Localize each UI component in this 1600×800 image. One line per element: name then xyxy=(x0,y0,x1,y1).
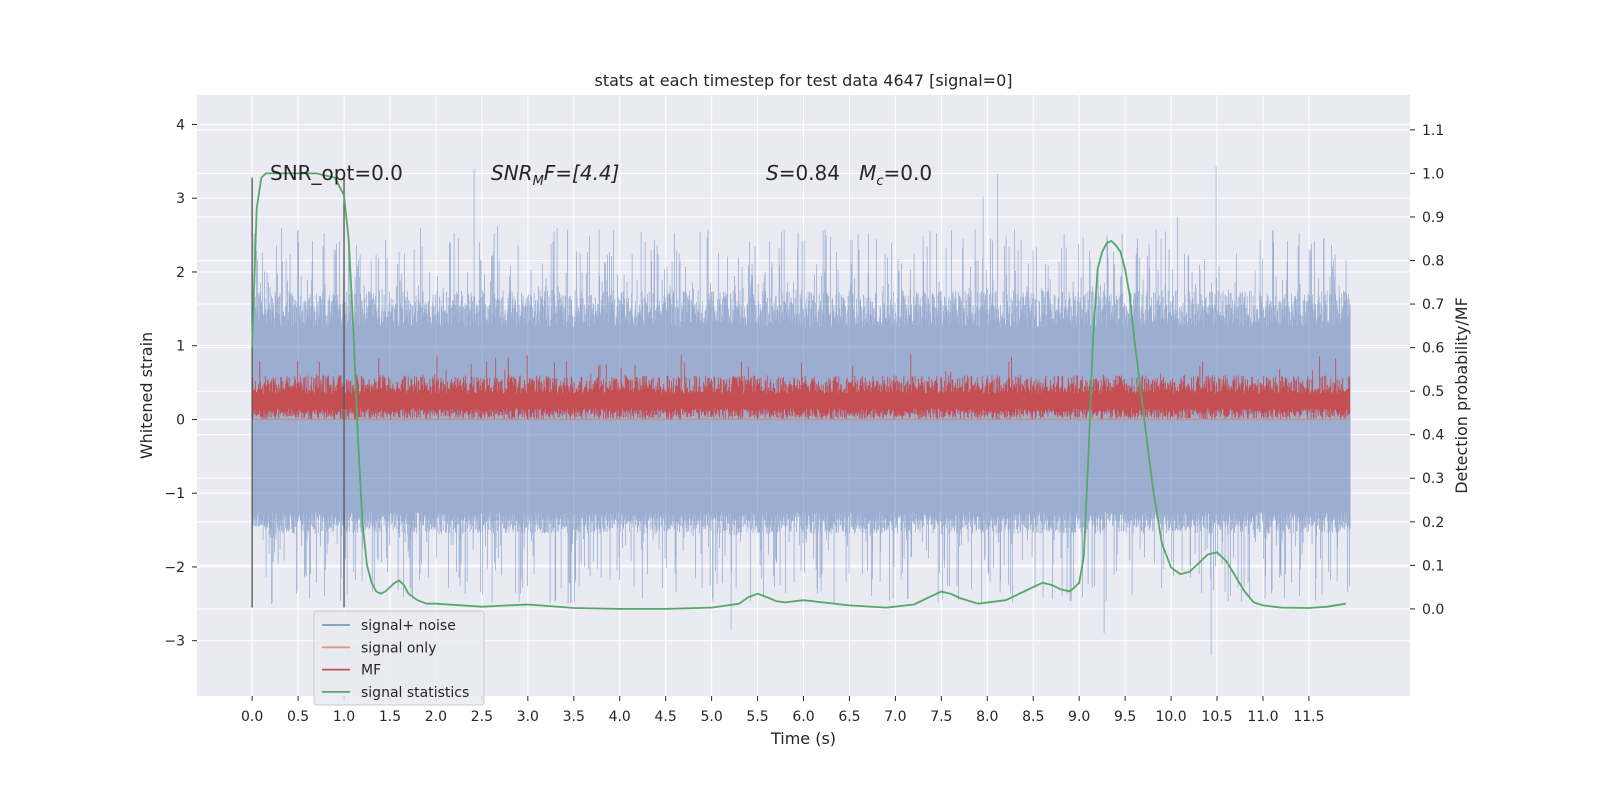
x-tick-label: 0.5 xyxy=(287,709,309,725)
x-tick-label: 9.0 xyxy=(1068,709,1090,725)
x-tick-label: 2.0 xyxy=(425,709,447,725)
y2-axis-label: Detection probability/MF xyxy=(1452,297,1471,494)
y-tick-label: −3 xyxy=(164,634,185,650)
y2-tick-label: 0.0 xyxy=(1422,602,1444,618)
x-tick-label: 7.5 xyxy=(930,709,952,725)
annotation-snr-mf: SNRMF=[4.4] xyxy=(491,161,619,189)
x-tick-label: 9.5 xyxy=(1114,709,1136,725)
chart-title: stats at each timestep for test data 464… xyxy=(594,71,1012,90)
x-tick-label: 10.0 xyxy=(1155,709,1186,725)
annotation-snr-opt: SNR_opt=0.0 xyxy=(270,161,403,185)
statistics-line xyxy=(251,172,1346,610)
y2-tick-label: 0.4 xyxy=(1422,428,1444,444)
y-tick-label: 1 xyxy=(176,339,185,355)
x-tick-label: 1.0 xyxy=(333,709,355,725)
y2-tick-label: 0.3 xyxy=(1422,471,1444,487)
legend-box xyxy=(313,610,485,706)
x-tick-label: 8.5 xyxy=(1022,709,1044,725)
x-tick-label: 4.0 xyxy=(609,709,631,725)
legend-label-mf: MF xyxy=(361,663,381,679)
x-tick-label: 4.5 xyxy=(655,709,677,725)
y2-tick-label: 0.6 xyxy=(1422,341,1444,357)
y-tick-label: 0 xyxy=(176,412,185,428)
x-tick-label: 6.5 xyxy=(838,709,860,725)
y-tick-label: 3 xyxy=(176,191,185,207)
annotation-s-mc: S=0.84 Mc=0.0 xyxy=(766,161,932,189)
y2-tick-label: 1.1 xyxy=(1422,123,1444,139)
x-tick-label: 0.0 xyxy=(241,709,263,725)
x-tick-label: 7.0 xyxy=(884,709,906,725)
vertical-markers xyxy=(251,177,345,608)
x-tick-label: 8.0 xyxy=(976,709,998,725)
legend-label-noise: signal+ noise xyxy=(361,618,456,634)
x-tick-label: 3.5 xyxy=(563,709,585,725)
x-tick-label: 11.0 xyxy=(1247,709,1278,725)
y-tick-label: −1 xyxy=(164,486,185,502)
y-tick-label: 2 xyxy=(176,265,185,281)
x-tick-label: 1.5 xyxy=(379,709,401,725)
y2-tick-label: 0.7 xyxy=(1422,297,1444,313)
y2-tick-label: 1.0 xyxy=(1422,166,1444,182)
x-tick-label: 6.0 xyxy=(792,709,814,725)
x-tick-label: 2.5 xyxy=(471,709,493,725)
x-tick-label: 10.5 xyxy=(1201,709,1232,725)
y-tick-label: 4 xyxy=(176,117,185,133)
x-tick-label: 11.5 xyxy=(1293,709,1324,725)
y-axis-label: Whitened strain xyxy=(137,332,156,459)
legend-label-signal-only: signal only xyxy=(361,640,436,656)
y2-tick-label: 0.8 xyxy=(1422,253,1444,269)
legend-label-statistics: signal statistics xyxy=(361,685,469,701)
x-tick-label: 5.5 xyxy=(746,709,768,725)
y2-tick-label: 0.1 xyxy=(1422,558,1444,574)
y-tick-label: −2 xyxy=(164,560,185,576)
x-axis-label: Time (s) xyxy=(770,729,836,748)
x-tick-label: 3.0 xyxy=(517,709,539,725)
y2-tick-label: 0.9 xyxy=(1422,210,1444,226)
statistics-series xyxy=(251,172,1346,610)
y2-tick-label: 0.2 xyxy=(1422,515,1444,531)
axes: 0.0 0.5 1.0 1.5 2.0 2.5 3.0 3.5 4.0 4.5 5.0 5.5 6.0 6… xyxy=(164,117,1444,725)
x-tick-label: 5.0 xyxy=(700,709,722,725)
legend: signal+ noise signal only MF signal stat… xyxy=(313,610,485,706)
y2-tick-label: 0.5 xyxy=(1422,384,1444,400)
